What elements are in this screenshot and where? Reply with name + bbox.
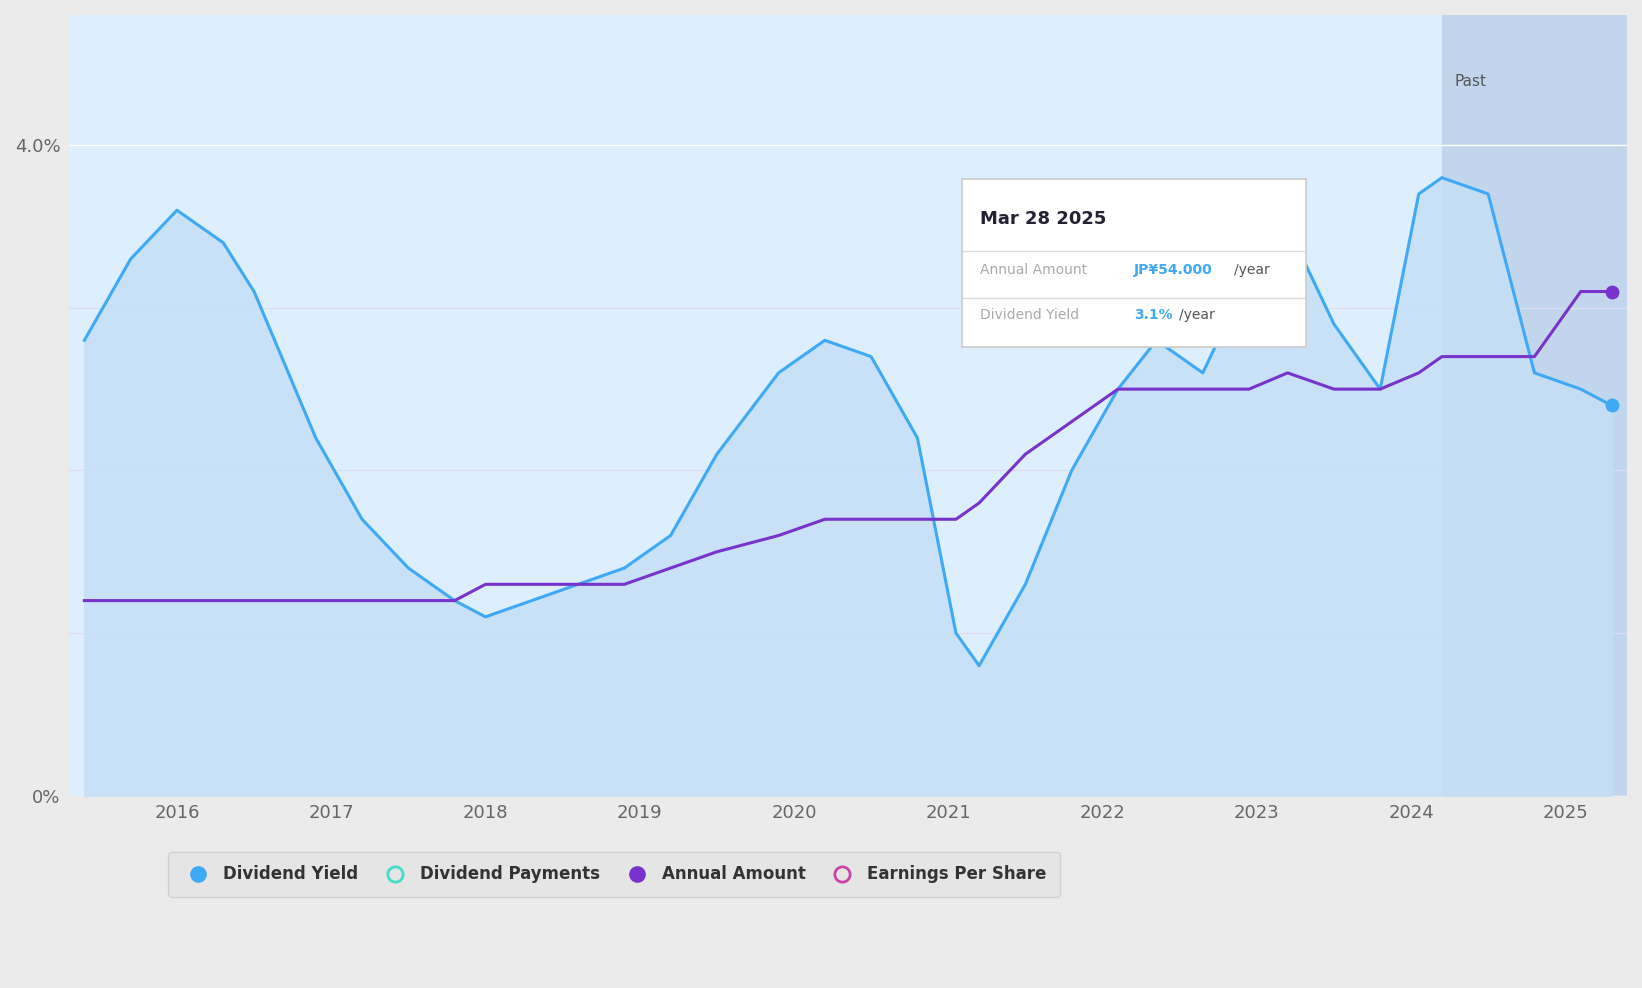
Text: Past: Past — [1455, 73, 1486, 89]
Text: Annual Amount: Annual Amount — [980, 263, 1087, 277]
Text: JP¥54.000: JP¥54.000 — [1135, 263, 1213, 277]
Text: /year: /year — [1179, 308, 1215, 322]
Text: Mar 28 2025: Mar 28 2025 — [980, 209, 1107, 227]
Bar — [1442, 15, 1627, 795]
Text: Dividend Yield: Dividend Yield — [980, 308, 1079, 322]
Text: /year: /year — [1233, 263, 1269, 277]
Legend: Dividend Yield, Dividend Payments, Annual Amount, Earnings Per Share: Dividend Yield, Dividend Payments, Annua… — [169, 852, 1061, 897]
Text: 3.1%: 3.1% — [1135, 308, 1172, 322]
